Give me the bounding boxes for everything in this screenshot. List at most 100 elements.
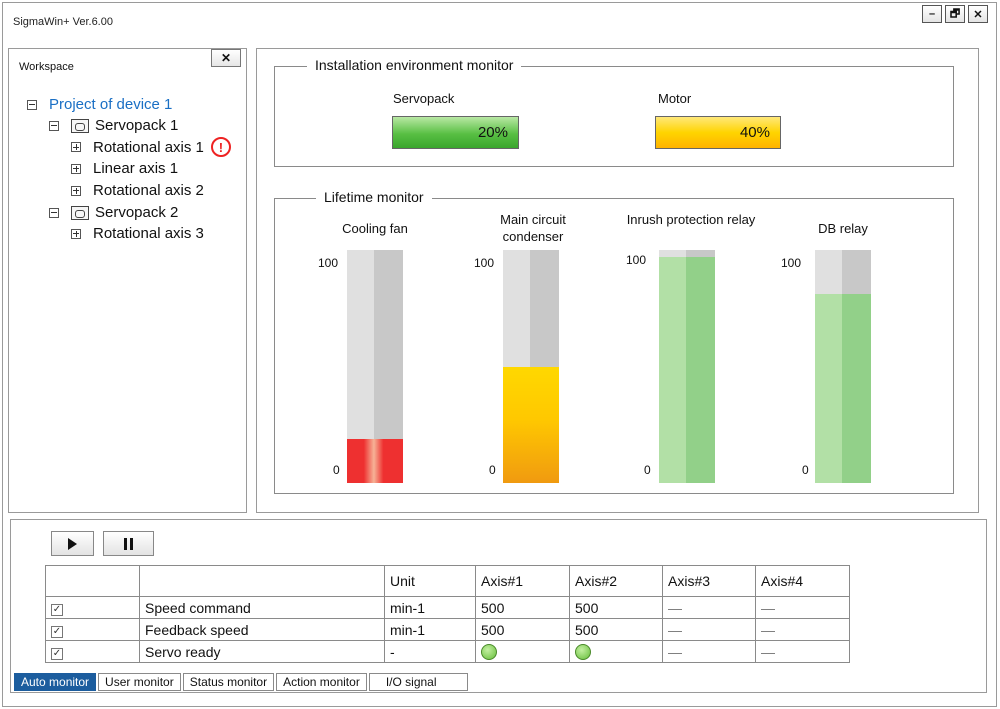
tree-item-rotational-axis-2[interactable]: Rotational axis 2 [71,182,204,199]
row-unit: min-1 [384,618,476,641]
tree-item-label: Project of device 1 [49,96,173,113]
tab-auto-monitor[interactable]: Auto monitor [14,673,97,691]
header-axis-3: Axis#3 [662,565,756,597]
tab-io-signal[interactable]: I/O signal [368,673,468,691]
header-axis-1: Axis#1 [475,565,570,597]
expand-icon[interactable] [71,163,81,174]
row-axis-3: — [662,640,756,663]
gauge-max-tick: 100 [781,256,802,270]
motor-label: Motor [658,91,692,106]
pause-icon [124,537,133,550]
gauge-fill [815,294,871,483]
collapse-icon[interactable] [27,99,37,110]
row-name: Servo ready [139,640,385,663]
gauge-max-tick: 100 [474,256,495,270]
gauge-db-relay [815,250,871,483]
tree-item-rotational-axis-1[interactable]: Rotational axis 1 ! [71,137,231,157]
collapse-icon[interactable] [49,207,59,218]
row-axis-2: 500 [569,596,663,619]
monitor-panel: Installation environment monitor Servopa… [256,48,979,513]
table-header-row: Unit Axis#1 Axis#2 Axis#3 Axis#4 [45,565,850,597]
status-led-icon [481,644,497,661]
row-checkbox[interactable]: ✓ [51,604,63,616]
expand-icon[interactable] [71,142,81,152]
tree-item-label: Linear axis 1 [93,160,179,177]
monitor-control-panel [10,519,987,693]
gauge-inrush-protection-relay [659,250,715,483]
motor-env-bar: 40% [655,116,781,149]
gauge-label-main-circuit-condenser: Main circuit condenser [500,212,566,244]
tree-item-project[interactable]: Project of device 1 [27,96,172,113]
start-button[interactable] [51,531,94,556]
row-name: Speed command [139,596,385,619]
row-checkbox[interactable]: ✓ [51,648,63,660]
gauge-min-tick: 0 [333,463,340,477]
row-unit: min-1 [384,596,476,619]
tab-user-monitor[interactable]: User monitor [98,673,181,691]
tree-item-linear-axis-1[interactable]: Linear axis 1 [71,160,178,177]
monitor-table: Unit Axis#1 Axis#2 Axis#3 Axis#4 ✓ Speed… [45,565,850,663]
table-row: ✓ Servo ready - — — [45,640,850,663]
servopack-label: Servopack [393,91,455,106]
gauge-main-circuit-condenser [503,250,559,483]
row-check-cell: ✓ [45,640,140,663]
minimize-button[interactable]: – [922,5,942,23]
play-icon [68,537,77,550]
gauge-fill [347,438,403,483]
warning-icon: ! [210,137,231,157]
row-axis-4: — [755,618,850,641]
workspace-close-button[interactable]: ✕ [211,49,241,67]
table-row: ✓ Feedback speed min-1 500 500 — — [45,618,850,641]
row-checkbox[interactable]: ✓ [51,626,63,638]
row-axis-2 [569,640,663,663]
row-axis-1 [475,640,570,663]
collapse-icon[interactable] [49,120,59,131]
tree-item-servopack-1[interactable]: Servopack 1 [49,117,178,134]
pause-button[interactable] [103,531,154,556]
gauge-cooling-fan [347,250,403,483]
row-axis-1: 500 [475,618,570,641]
row-axis-4: — [755,596,850,619]
lifetime-monitor-title: Lifetime monitor [316,189,432,205]
tree-item-label: Rotational axis 2 [93,182,204,199]
servopack-icon [71,118,89,133]
workspace-label: Workspace [19,61,74,73]
tree-item-label: Servopack 2 [95,204,179,221]
tree-item-servopack-2[interactable]: Servopack 2 [49,204,178,221]
gauge-fill [503,366,559,483]
workspace-panel: Workspace ✕ Project of device 1 Servopac… [8,48,247,513]
gauge-min-tick: 0 [644,463,651,477]
gauge-min-tick: 0 [802,463,809,477]
tab-action-monitor[interactable]: Action monitor [276,673,367,691]
gauge-max-tick: 100 [318,256,339,270]
row-axis-3: — [662,618,756,641]
gauge-min-tick: 0 [489,463,496,477]
servopack-icon [71,205,89,220]
monitor-tabs: Auto monitor User monitor Status monitor… [14,673,468,691]
tree-item-label: Rotational axis 1 [93,138,204,156]
header-unit: Unit [384,565,476,597]
installation-environment-title: Installation environment monitor [307,57,522,73]
row-axis-4: — [755,640,850,663]
window-title: SigmaWin+ Ver.6.00 [13,16,113,28]
row-axis-3: — [662,596,756,619]
gauge-label-cooling-fan: Cooling fan [342,221,408,236]
close-window-button[interactable]: ✕ [968,5,988,23]
row-axis-1: 500 [475,596,570,619]
table-row: ✓ Speed command min-1 500 500 — — [45,596,850,619]
gauge-max-tick: 100 [626,253,647,267]
expand-icon[interactable] [71,228,81,239]
lifetime-monitor-group: Lifetime monitor Cooling fan 100 0 Main … [274,189,954,494]
restore-button[interactable]: 🗗 [945,5,965,23]
gauge-label-inrush-protection-relay: Inrush protection relay [626,212,756,227]
row-check-cell: ✓ [45,596,140,619]
installation-environment-group: Installation environment monitor Servopa… [274,57,954,167]
gauge-fill [659,257,715,483]
expand-icon[interactable] [71,185,81,196]
tree-item-label: Servopack 1 [95,117,179,134]
tab-status-monitor[interactable]: Status monitor [182,673,275,691]
tree-item-rotational-axis-3[interactable]: Rotational axis 3 [71,225,204,242]
row-name: Feedback speed [139,618,385,641]
motor-env-value: 40% [739,124,770,141]
row-unit: - [384,640,476,663]
